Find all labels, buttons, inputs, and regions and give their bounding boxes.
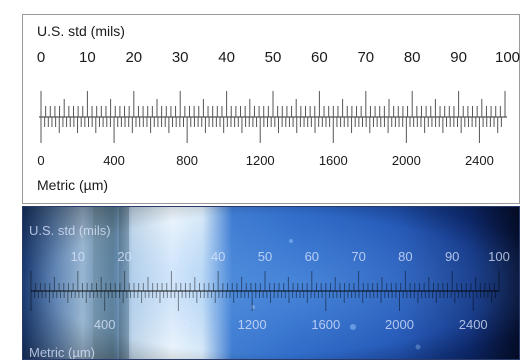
photo-metric-title: Metric (µm) bbox=[29, 345, 95, 360]
photo-metric-tick-label: 800 bbox=[167, 317, 190, 332]
photo-metric-tick-label: 400 bbox=[93, 317, 116, 332]
metric-scale-title: Metric (µm) bbox=[37, 177, 109, 193]
photo-us-tick-label: 80 bbox=[398, 249, 413, 264]
us-tick-label: 10 bbox=[79, 49, 96, 66]
us-tick-label: 100 bbox=[495, 49, 521, 66]
us-tick-label: 80 bbox=[403, 49, 421, 66]
us-tick-label: 70 bbox=[357, 49, 375, 66]
photo-us-tick-label: 60 bbox=[304, 249, 320, 264]
photo-us-tick-label: 100 bbox=[488, 249, 510, 264]
photo-us-tick-label: 70 bbox=[351, 249, 366, 264]
metric-tick-label: 800 bbox=[176, 153, 198, 168]
metric-tick-label: 1600 bbox=[318, 153, 348, 168]
ruler-ticks bbox=[39, 91, 507, 143]
micrograph-photo: U.S. std (mils) 10 20 30 40 50 60 70 80 90 100 40… bbox=[22, 206, 520, 360]
us-tick-label: 0 bbox=[36, 49, 46, 66]
scale-diagram-panel: U.S. std (mils) 0 10 20 30 40 50 60 70 80 90 100 0… bbox=[22, 14, 520, 204]
photo-us-tick-label: 90 bbox=[444, 249, 460, 264]
photo-us-tick-label: 40 bbox=[210, 249, 226, 264]
us-scale-title: U.S. std (mils) bbox=[37, 23, 125, 39]
us-tick-label: 30 bbox=[171, 49, 189, 66]
us-tick-label: 50 bbox=[264, 49, 282, 66]
photo-us-tick-label: 30 bbox=[164, 249, 179, 264]
photo-us-tick-label: 50 bbox=[257, 249, 273, 264]
us-tick-label: 60 bbox=[311, 49, 328, 66]
photo-us-tick-label: 10 bbox=[70, 249, 86, 264]
metric-tick-label: 2400 bbox=[464, 153, 494, 168]
photo-metric-tick-label: 1200 bbox=[237, 317, 267, 332]
metric-tick-label: 400 bbox=[103, 153, 125, 168]
micrograph-image bbox=[23, 207, 519, 359]
photo-ruler-ticks bbox=[30, 271, 500, 311]
photo-us-title: U.S. std (mils) bbox=[29, 223, 111, 238]
photo-metric-tick-label: 2400 bbox=[458, 317, 488, 332]
us-tick-label: 40 bbox=[218, 49, 235, 66]
metric-tick-label: 1200 bbox=[245, 153, 275, 168]
metric-tick-label: 2000 bbox=[391, 153, 421, 168]
photo-us-tick-label: 20 bbox=[117, 249, 132, 264]
us-tick-label: 20 bbox=[125, 49, 143, 66]
metric-tick-label: 0 bbox=[37, 153, 45, 168]
us-tick-label: 90 bbox=[450, 49, 467, 66]
photo-metric-tick-label: 2000 bbox=[385, 317, 414, 332]
photo-metric-tick-label: 1600 bbox=[311, 317, 341, 332]
